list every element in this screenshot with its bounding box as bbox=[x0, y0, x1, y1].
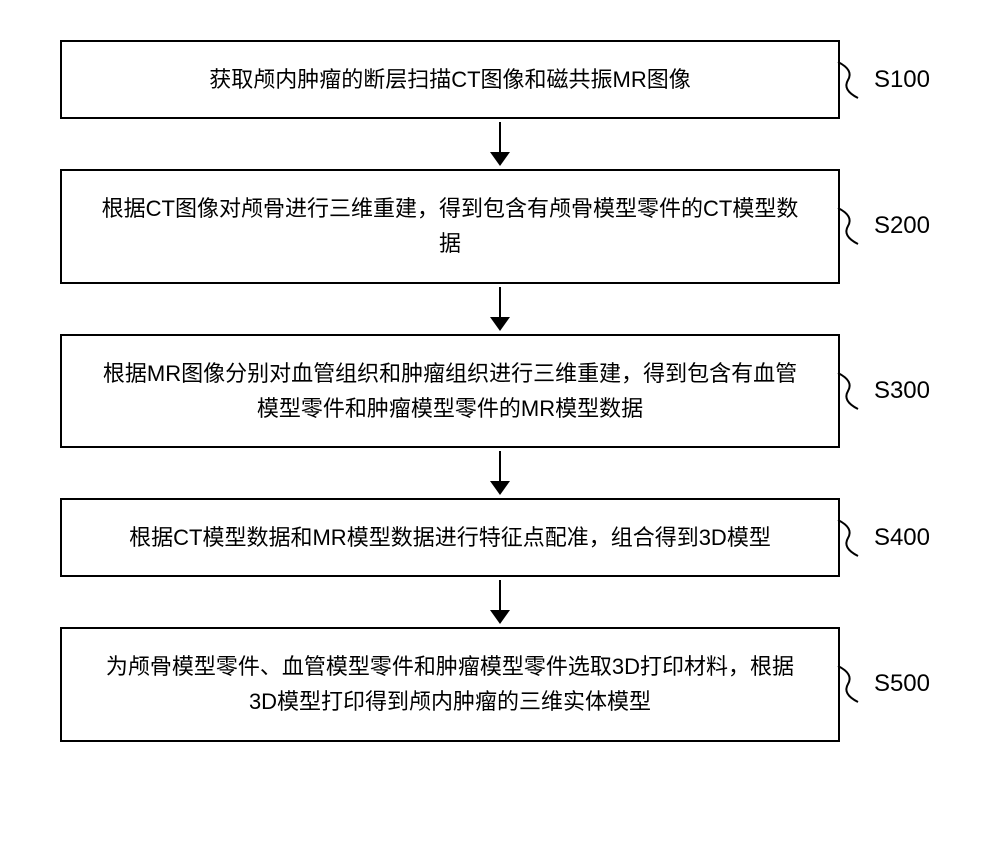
curve-icon bbox=[836, 60, 866, 100]
arrow-head-icon bbox=[490, 610, 510, 624]
step-row-2: 根据CT图像对颅骨进行三维重建，得到包含有颅骨模型零件的CT模型数据 S200 bbox=[60, 169, 940, 283]
step-box-5: 为颅骨模型零件、血管模型零件和肿瘤模型零件选取3D打印材料，根据3D模型打印得到… bbox=[60, 627, 840, 741]
arrow-line bbox=[499, 580, 501, 610]
arrow-line bbox=[499, 122, 501, 152]
step-id-3: S300 bbox=[874, 377, 930, 405]
step-text-3: 根据MR图像分别对血管组织和肿瘤组织进行三维重建，得到包含有血管模型零件和肿瘤模… bbox=[92, 356, 808, 426]
arrow-head-icon bbox=[490, 152, 510, 166]
arrow-1 bbox=[490, 119, 510, 169]
step-row-1: 获取颅内肿瘤的断层扫描CT图像和磁共振MR图像 S100 bbox=[60, 40, 940, 119]
arrow-4 bbox=[490, 577, 510, 627]
arrow-head-icon bbox=[490, 317, 510, 331]
arrow-3 bbox=[490, 448, 510, 498]
step-text-4: 根据CT模型数据和MR模型数据进行特征点配准，组合得到3D模型 bbox=[129, 520, 771, 555]
curve-icon bbox=[836, 518, 866, 558]
flowchart-container: 获取颅内肿瘤的断层扫描CT图像和磁共振MR图像 S100 根据CT图像对颅骨进行… bbox=[60, 40, 940, 742]
arrow-line bbox=[499, 451, 501, 481]
curve-icon bbox=[836, 371, 866, 411]
step-box-4: 根据CT模型数据和MR模型数据进行特征点配准，组合得到3D模型 bbox=[60, 498, 840, 577]
step-label-2: S200 bbox=[836, 206, 930, 246]
step-id-5: S500 bbox=[874, 670, 930, 698]
step-row-3: 根据MR图像分别对血管组织和肿瘤组织进行三维重建，得到包含有血管模型零件和肿瘤模… bbox=[60, 334, 940, 448]
arrow-2 bbox=[490, 284, 510, 334]
step-id-4: S400 bbox=[874, 524, 930, 552]
step-row-4: 根据CT模型数据和MR模型数据进行特征点配准，组合得到3D模型 S400 bbox=[60, 498, 940, 577]
step-label-3: S300 bbox=[836, 371, 930, 411]
step-text-5: 为颅骨模型零件、血管模型零件和肿瘤模型零件选取3D打印材料，根据3D模型打印得到… bbox=[92, 649, 808, 719]
step-text-2: 根据CT图像对颅骨进行三维重建，得到包含有颅骨模型零件的CT模型数据 bbox=[92, 191, 808, 261]
step-text-1: 获取颅内肿瘤的断层扫描CT图像和磁共振MR图像 bbox=[209, 62, 691, 97]
step-label-4: S400 bbox=[836, 518, 930, 558]
step-label-1: S100 bbox=[836, 60, 930, 100]
step-row-5: 为颅骨模型零件、血管模型零件和肿瘤模型零件选取3D打印材料，根据3D模型打印得到… bbox=[60, 627, 940, 741]
step-id-1: S100 bbox=[874, 66, 930, 94]
step-id-2: S200 bbox=[874, 212, 930, 240]
step-box-1: 获取颅内肿瘤的断层扫描CT图像和磁共振MR图像 bbox=[60, 40, 840, 119]
arrow-line bbox=[499, 287, 501, 317]
step-label-5: S500 bbox=[836, 664, 930, 704]
curve-icon bbox=[836, 664, 866, 704]
curve-icon bbox=[836, 206, 866, 246]
arrow-head-icon bbox=[490, 481, 510, 495]
step-box-3: 根据MR图像分别对血管组织和肿瘤组织进行三维重建，得到包含有血管模型零件和肿瘤模… bbox=[60, 334, 840, 448]
step-box-2: 根据CT图像对颅骨进行三维重建，得到包含有颅骨模型零件的CT模型数据 bbox=[60, 169, 840, 283]
